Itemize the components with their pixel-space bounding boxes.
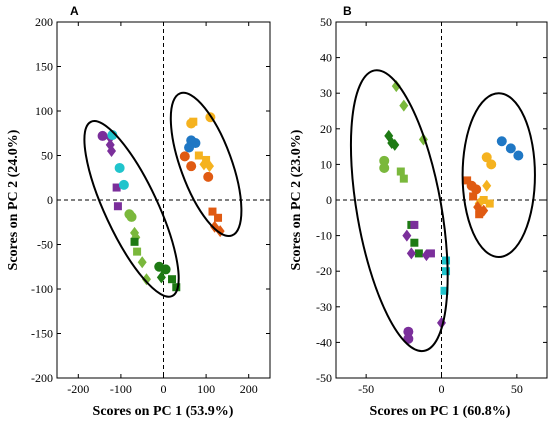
panel-b-xlabel: Scores on PC 1 (60.8%) — [370, 404, 511, 419]
panel-b-point-darkgreen-diamond — [390, 138, 400, 151]
panel-a-point-orange-square — [208, 207, 217, 216]
panel-b-y-tick-label: -20 — [316, 264, 332, 278]
panel-b-point-purple-square — [426, 249, 435, 258]
panel-b-point-yellow-circle — [481, 152, 492, 163]
panel-a-point-cyan-circle — [114, 162, 125, 173]
panel-a-xlabel: Scores on PC 1 (53.9%) — [93, 404, 234, 419]
panel-b-point-purple-circle — [403, 326, 414, 337]
panel-a-point-orange-square — [214, 213, 223, 222]
panel-b-point-purple-diamond — [406, 247, 416, 260]
panel-b-point-lightgreen-square — [396, 167, 405, 176]
panel-b-point-yellow-square — [485, 199, 494, 208]
panel-a-point-cyan-circle — [118, 179, 129, 190]
panel-a-point-lightgreen-square — [133, 247, 142, 256]
panel-b-point-yellow-diamond — [482, 179, 492, 192]
panel-b-point-cyan-square — [440, 286, 449, 295]
panel-a-y-tick-label: 50 — [41, 149, 53, 163]
panel-b-x-tick-label: 50 — [511, 382, 523, 396]
panel-a-y-tick-label: -200 — [31, 371, 53, 385]
panel-a-point-orange-circle — [186, 161, 197, 172]
panel-a-y-tick-label: -100 — [31, 282, 53, 296]
panel-a-point-yellow-square — [194, 151, 203, 160]
panel-b-y-tick-label: -40 — [316, 335, 332, 349]
panel-a-point-purple-square — [113, 202, 122, 211]
panel-a-x-tick-label: -100 — [110, 382, 132, 396]
panel-b-point-orange-diamond — [479, 204, 489, 217]
panel-a-y-tick-label: 100 — [35, 104, 53, 118]
panel-a-confidence-ellipse-2 — [169, 91, 243, 238]
panel-b-y-tick-label: 0 — [326, 193, 332, 207]
panel-a-point-darkgreen-square — [130, 237, 139, 246]
panel-b-point-orange-square — [469, 192, 478, 201]
panel-a: A Scores on PC 1 (53.9%) Scores on PC 2 … — [6, 4, 271, 419]
panel-a-point-purple-square — [112, 183, 121, 192]
panel-b-y-tick-label: 30 — [320, 86, 332, 100]
panel-b-point-blue-circle — [496, 136, 507, 147]
panel-b-point-blue-circle — [505, 143, 516, 154]
panel-b-point-yellow-square — [479, 196, 488, 204]
panel-a-point-lightgreen-circle — [126, 211, 137, 222]
panel-b-point-orange-square — [463, 176, 472, 185]
panel-b-point-lightgreen-circle — [379, 155, 390, 166]
panel-a-point-darkgreen-circle — [160, 264, 171, 275]
panel-a-y-tick-label: -50 — [37, 238, 53, 252]
panel-a-point-purple-circle — [97, 130, 108, 141]
panel-a-point-yellow-diamond — [205, 160, 215, 173]
panel-b-point-darkgreen-square — [410, 238, 419, 247]
panel-b-point-blue-circle — [513, 150, 524, 161]
panel-b-x-tick-label: -50 — [358, 382, 374, 396]
panel-a-y-tick-label: 150 — [35, 60, 53, 74]
panel-b-y-tick-label: -30 — [316, 300, 332, 314]
panel-b-point-cyan-square — [442, 256, 451, 265]
panel-b-ylabel: Scores on PC 2 (23.0%) — [289, 129, 304, 270]
panel-a-x-tick-label: 0 — [161, 382, 167, 396]
panel-a-x-tick-label: 200 — [240, 382, 258, 396]
panel-b-point-darkgreen-square — [414, 249, 423, 258]
panel-b-y-tick-label: -50 — [316, 371, 332, 385]
panel-a-confidence-ellipse-1 — [83, 120, 180, 298]
panel-b-confidence-ellipse-1 — [349, 69, 449, 353]
panel-a-point-orange-circle — [179, 151, 190, 162]
panel-a-y-tick-label: 0 — [47, 193, 53, 207]
panel-b-point-cyan-square — [442, 267, 451, 276]
panel-a-ylabel: Scores on PC 2 (24.0%) — [6, 129, 21, 270]
panel-b-y-tick-label: -10 — [316, 229, 332, 243]
panel-b-y-tick-label: 20 — [320, 122, 332, 136]
panel-b-point-yellow-circle — [486, 159, 497, 170]
panel-a-point-darkgreen-square — [172, 283, 181, 292]
panel-b-x-tick-label: 0 — [439, 382, 445, 396]
panel-b-point-lightgreen-square — [399, 174, 408, 183]
panel-a-y-tick-label: 200 — [35, 15, 53, 29]
panel-a-point-orange-circle — [203, 171, 214, 182]
panel-a-point-yellow-square — [189, 117, 198, 126]
panel-b-point-purple-diamond — [402, 229, 412, 242]
panel-a-point-yellow-square — [202, 155, 211, 164]
panel-b-confidence-ellipse-2 — [461, 92, 536, 258]
panel-a-x-tick-label: 100 — [197, 382, 215, 396]
panel-b-y-tick-label: 50 — [320, 15, 332, 29]
panel-a-point-lightgreen-diamond — [141, 273, 151, 286]
panel-b-point-purple-square — [410, 220, 419, 229]
panel-b-y-tick-label: 10 — [320, 157, 332, 171]
panel-a-x-tick-label: -200 — [67, 382, 89, 396]
panel-b-point-orange-square — [475, 210, 484, 219]
panel-a-point-purple-diamond — [107, 145, 117, 158]
panel-b-label: B — [343, 4, 352, 18]
panel-a-point-darkgreen-square — [168, 275, 177, 284]
panel-a-point-lightgreen-diamond — [137, 256, 147, 269]
panel-a-point-blue-circle — [184, 142, 195, 153]
panel-a-label: A — [70, 4, 79, 18]
panel-a-y-tick-label: -150 — [31, 327, 53, 341]
panel-b-y-tick-label: 40 — [320, 51, 332, 65]
panel-b-point-lightgreen-diamond — [399, 99, 409, 112]
panel-a-point-darkgreen-diamond — [156, 271, 166, 284]
panel-b-point-lightgreen-diamond — [391, 80, 401, 93]
panel-b-point-lightgreen-circle — [379, 162, 390, 173]
panel-b-point-orange-circle — [471, 184, 482, 195]
panel-b: B Scores on PC 1 (60.8%) Scores on PC 2 … — [289, 4, 548, 419]
